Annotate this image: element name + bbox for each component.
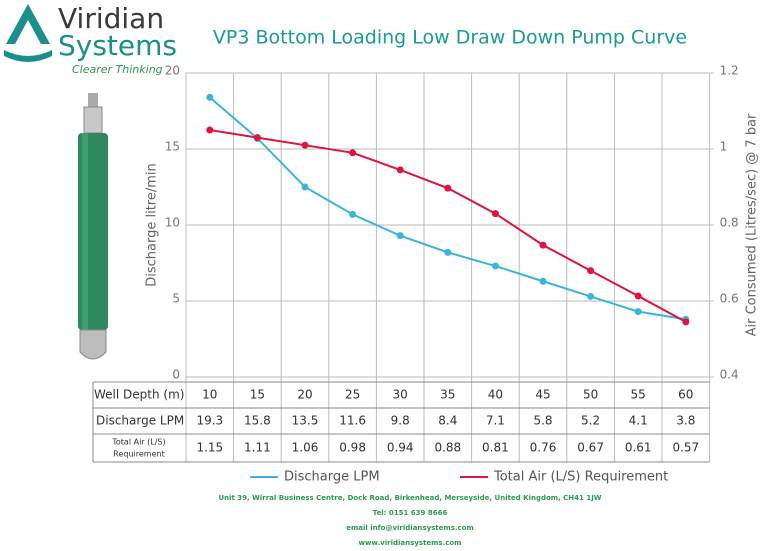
row-label: Discharge LPM: [96, 414, 184, 428]
discharge-cell: 5.2: [581, 414, 600, 428]
category-cell: 30: [393, 388, 408, 402]
discharge-cell: 13.5: [292, 414, 319, 428]
tagline: Clearer Thinking: [72, 63, 163, 76]
footer-email: email info@viridiansystems.com: [346, 524, 474, 532]
discharge-cell: 3.8: [676, 414, 695, 428]
point: [587, 267, 595, 275]
discharge-cell: 5.8: [533, 414, 552, 428]
logo-text: Viridian: [58, 2, 164, 35]
pump-image: [78, 93, 108, 360]
y2-axis-label: Air Consumed (Litres/sec) @ 7 bar: [745, 113, 760, 336]
air-cell: 0.61: [625, 441, 652, 455]
point: [444, 248, 452, 256]
category-cell: 35: [440, 388, 455, 402]
point: [587, 292, 595, 300]
point: [539, 277, 547, 285]
air-cell: 1.15: [196, 441, 223, 455]
point: [444, 184, 452, 192]
category-cell: 15: [250, 388, 265, 402]
discharge-cell: 4.1: [629, 414, 648, 428]
point: [491, 262, 499, 270]
category-cell: 50: [583, 388, 598, 402]
logo: [4, 4, 52, 62]
category-cell: 40: [488, 388, 503, 402]
air-cell: 0.81: [482, 441, 509, 455]
air-cell: 1.11: [244, 441, 271, 455]
point: [396, 232, 404, 240]
y2-tick-label: 0.4: [720, 368, 739, 382]
discharge-cell: 8.4: [438, 414, 457, 428]
y-tick-label: 15: [165, 140, 180, 154]
air-cell: 1.06: [292, 441, 319, 455]
discharge-cell: 11.6: [339, 414, 366, 428]
point: [301, 141, 309, 149]
category-cell: 25: [345, 388, 360, 402]
discharge-cell: 15.8: [244, 414, 271, 428]
point: [301, 183, 309, 191]
category-cell: 60: [678, 388, 693, 402]
discharge-cell: 9.8: [391, 414, 410, 428]
y-axis-label: Discharge litre/min: [145, 163, 160, 287]
y-tick-label: 0: [172, 368, 180, 382]
row-label: Requirement: [113, 450, 164, 459]
air-cell: 0.88: [434, 441, 461, 455]
discharge-cell: 19.3: [196, 414, 223, 428]
point: [634, 308, 642, 316]
footer-tel: Tel: 0151 639 8666: [373, 509, 448, 517]
point: [349, 149, 357, 157]
row-label: Well Depth (m): [94, 388, 184, 402]
point: [206, 126, 214, 134]
air-cell: 0.67: [577, 441, 604, 455]
category-cell: 55: [631, 388, 646, 402]
y-tick-label: 20: [165, 64, 180, 78]
y2-tick-label: 0.6: [720, 292, 739, 306]
point: [491, 210, 499, 218]
category-cell: 20: [297, 388, 312, 402]
logo-text: Systems: [58, 29, 177, 62]
footer-address: Unit 39, Wirral Business Centre, Dock Ro…: [218, 494, 601, 502]
y2-tick-label: 0.8: [720, 216, 739, 230]
legend-label: Discharge LPM: [284, 470, 380, 485]
footer-web: www.viridiansystems.com: [359, 539, 462, 547]
y-tick-label: 10: [165, 216, 180, 230]
category-cell: 10: [202, 388, 217, 402]
point: [396, 166, 404, 174]
air-cell: 0.76: [530, 441, 557, 455]
point: [539, 241, 547, 249]
chart-title: VP3 Bottom Loading Low Draw Down Pump Cu…: [213, 27, 687, 49]
air-cell: 0.98: [339, 441, 366, 455]
discharge-cell: 7.1: [486, 414, 505, 428]
point: [682, 318, 690, 326]
y-tick-label: 5: [172, 292, 180, 306]
category-cell: 45: [535, 388, 550, 402]
point: [206, 93, 214, 101]
point: [253, 134, 261, 142]
row-label: Total Air (L/S): [111, 438, 165, 447]
air-cell: 0.94: [387, 441, 414, 455]
y2-tick-label: 1: [720, 140, 728, 154]
point: [349, 210, 357, 218]
legend-label: Total Air (L/S) Requirement: [493, 470, 668, 485]
point: [634, 292, 642, 300]
y2-tick-label: 1.2: [720, 64, 739, 78]
air-cell: 0.57: [672, 441, 699, 455]
